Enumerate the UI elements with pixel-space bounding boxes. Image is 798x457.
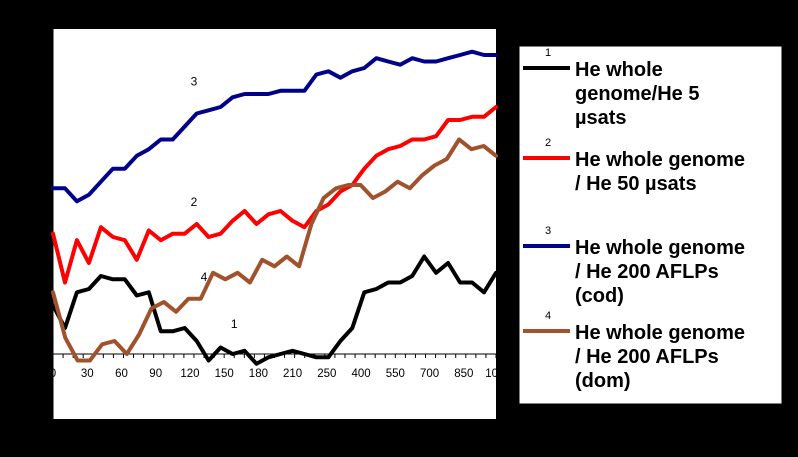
y-tick-label: 0,6	[28, 152, 45, 166]
legend-number-4: 4	[545, 310, 551, 322]
legend-number-1: 1	[545, 47, 551, 59]
x-tick-label: 150	[215, 368, 234, 380]
series-label-3: 3	[191, 75, 198, 89]
legend: 1 He whole genome/He 5 µsats 2 He whole genom…	[518, 45, 783, 405]
x-tick-label: 30	[81, 368, 94, 380]
y-tick-label: -0,2	[24, 412, 45, 426]
series-label-1: 1	[231, 317, 238, 331]
series-label-2: 2	[191, 195, 198, 209]
plot-area	[53, 29, 496, 419]
y-tick-label: 0,2	[28, 282, 45, 296]
x-tick-label: 550	[386, 368, 405, 380]
series-line-3	[51, 49, 498, 204]
legend-label-2: He whole genome / He 50 µsats	[575, 149, 745, 195]
x-tick-label: 60	[115, 368, 128, 380]
series-line-4	[51, 137, 498, 363]
x-tick-label: 180	[249, 368, 268, 380]
y-tick-label: 0,4	[28, 217, 45, 231]
x-tick-label: 700	[420, 368, 439, 380]
x-tick-label: 1000	[485, 368, 511, 380]
series-line-2	[51, 105, 498, 285]
series-lines	[51, 49, 498, 366]
x-tick-label: 400	[351, 368, 370, 380]
x-tick-label: 250	[317, 368, 336, 380]
x-tick-label: 90	[149, 368, 162, 380]
x-tick-label: 120	[180, 368, 199, 380]
legend-number-2: 2	[545, 137, 551, 149]
legend-label-3: He whole genome / He 200 AFLPs (cod)	[575, 237, 745, 307]
legend-label-1: He whole genome/He 5 µsats	[575, 59, 699, 129]
y-tick-label: 0	[38, 347, 45, 361]
x-tick-label: 210	[283, 368, 302, 380]
y-tick-label: 0,8	[28, 87, 45, 101]
y-tick-label: 1	[38, 22, 45, 36]
series-line-labels: 1 2 3 4	[191, 75, 238, 332]
legend-number-3: 3	[545, 225, 551, 237]
legend-box	[518, 45, 783, 405]
series-label-4: 4	[201, 270, 208, 284]
legend-label-4: He whole genome / He 200 AFLPs (dom)	[575, 322, 745, 392]
x-tick-label: 850	[454, 368, 473, 380]
x-tick-label: 0	[50, 368, 56, 380]
series-line-1	[51, 254, 498, 366]
